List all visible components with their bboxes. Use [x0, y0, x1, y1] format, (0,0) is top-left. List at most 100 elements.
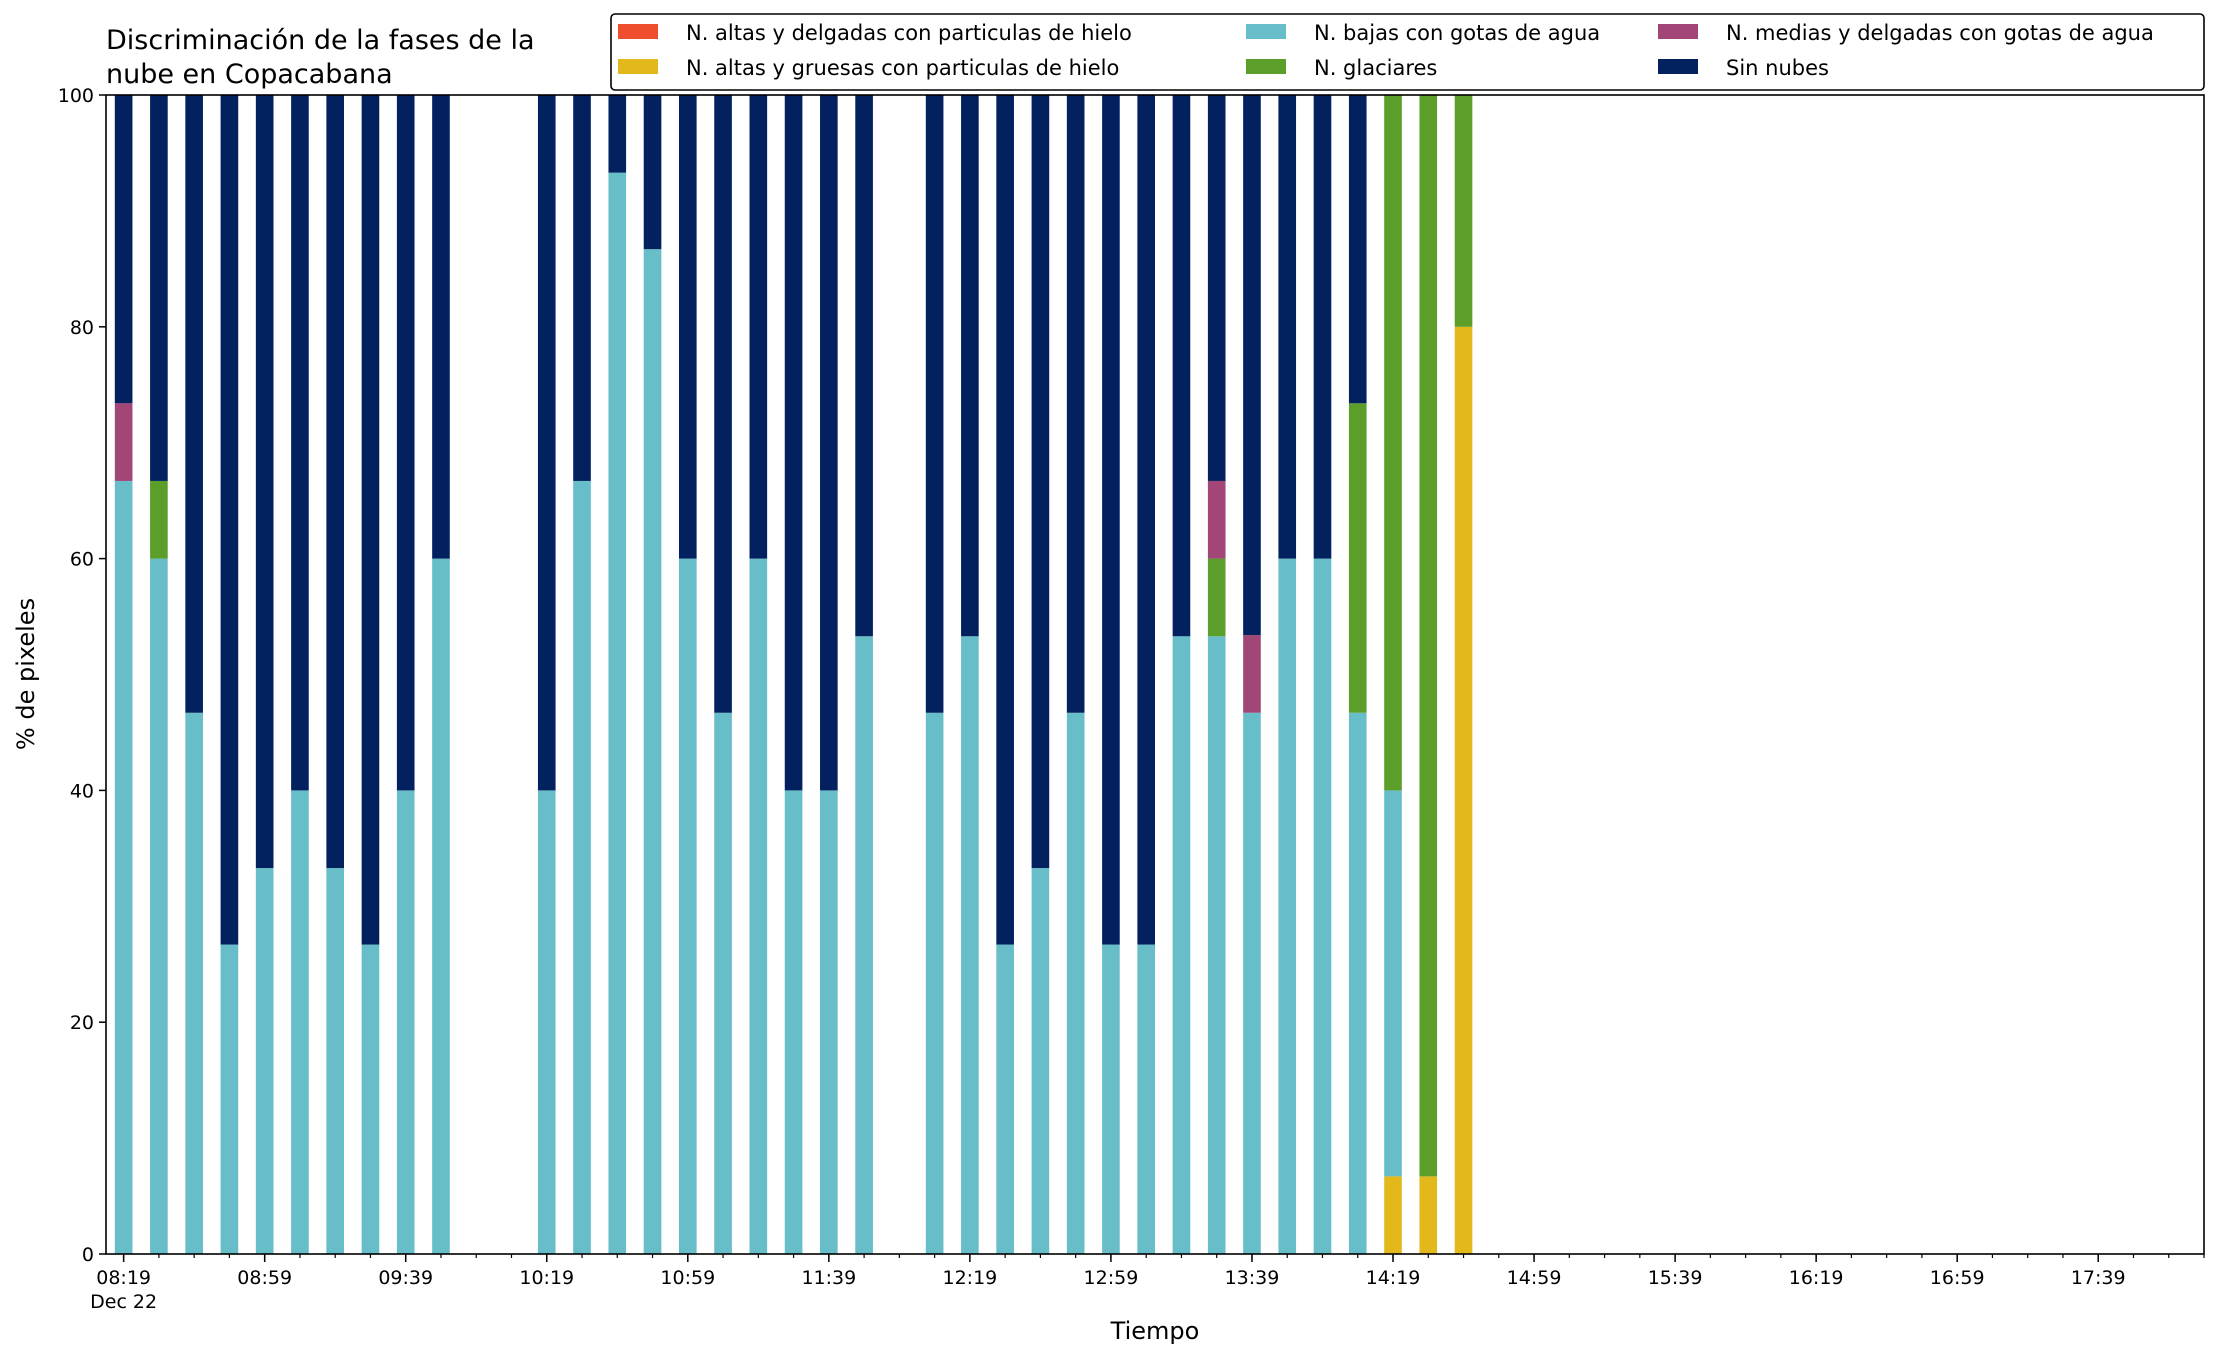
x-tick-label: 12:19: [942, 1267, 997, 1289]
y-tick-label: 40: [70, 780, 94, 802]
bar-0949-s2: [432, 558, 450, 1254]
bar-1309-s5: [1137, 95, 1155, 945]
bar-0849-s2: [220, 944, 239, 1254]
bar-0929-s2: [361, 944, 380, 1254]
legend-swatch-5: [1658, 59, 1698, 74]
plot-frame: [105, 94, 2205, 1255]
legend-swatch-4: [1658, 24, 1698, 39]
bar-1329-s3: [1207, 558, 1226, 637]
bar-1229-s2: [996, 944, 1014, 1254]
x-tick-label: 13:39: [1225, 1267, 1280, 1289]
bar-1419-s2: [1384, 790, 1402, 1177]
bar-1349-s2: [1278, 558, 1297, 1254]
legend-label-2: N. bajas con gotas de agua: [1314, 21, 1600, 45]
bar-1129-s2: [784, 790, 803, 1254]
bar-1049-s5: [643, 95, 662, 250]
legend-label-5: Sin nubes: [1726, 56, 1829, 80]
bar-1439-s1: [1454, 326, 1473, 1254]
bar-0829-s3: [150, 480, 168, 559]
bar-1339-s2: [1243, 712, 1261, 1254]
bar-1249-s5: [1066, 95, 1085, 713]
legend-label-3: N. glaciares: [1314, 56, 1437, 80]
bar-0829-s2: [150, 558, 168, 1254]
bar-1059-s5: [678, 95, 697, 559]
bar-1419-s1: [1384, 1176, 1402, 1254]
y-tick-label: 20: [70, 1012, 94, 1034]
bar-1259-s2: [1102, 944, 1120, 1254]
x-axis: 08:19 08:59 09:39 10:19 10:59 11:39 12:19 12:59…: [90, 1254, 2205, 1313]
bar-1329-s4: [1207, 480, 1226, 559]
x-tick-label: 08:19: [96, 1267, 151, 1289]
bar-0939-s5: [396, 95, 415, 791]
legend-frame: [610, 13, 2205, 91]
x-tick-label: 14:19: [1366, 1267, 1421, 1289]
x-tick-label: 10:19: [519, 1267, 574, 1289]
bar-1409-s5: [1348, 95, 1367, 404]
bar-1359-s2: [1313, 558, 1332, 1254]
bar-1029-s2: [573, 480, 591, 1254]
bar-0909-s5: [291, 95, 309, 791]
bar-1039-s5: [608, 95, 627, 173]
bar-0909-s2: [291, 790, 309, 1254]
bar-0829-s5: [150, 95, 168, 481]
bar-0919-s5: [326, 95, 345, 869]
bar-1329-s5: [1207, 95, 1226, 481]
bar-1319-s5: [1172, 95, 1191, 637]
bar-1409-s3: [1348, 403, 1367, 713]
x-tick-label: 11:39: [801, 1267, 856, 1289]
bars-group: [114, 95, 1473, 1255]
x-tick-label: 08:59: [237, 1267, 292, 1289]
bar-1429-s1: [1419, 1176, 1438, 1254]
legend-label-0: N. altas y delgadas con particulas de hi…: [686, 21, 1132, 45]
y-tick-label: 100: [58, 85, 94, 107]
bar-1259-s5: [1102, 95, 1120, 945]
chart-title-line-1: Discriminación de la fases de la: [106, 25, 535, 56]
bar-0819-s2: [114, 480, 133, 1254]
bar-1359-s5: [1313, 95, 1332, 559]
bar-1409-s2: [1348, 712, 1367, 1254]
x-tick-label: 17:39: [2071, 1267, 2126, 1289]
bar-1349-s5: [1278, 95, 1297, 559]
bar-1149-s2: [855, 636, 873, 1254]
bar-1129-s5: [784, 95, 803, 791]
bar-1239-s5: [1031, 95, 1050, 869]
y-axis: 0 20 40 60 80 100: [58, 85, 106, 1266]
bar-1019-s5: [537, 95, 556, 791]
bar-0819-s4: [114, 403, 133, 481]
bar-1229-s5: [996, 95, 1014, 945]
bar-1319-s2: [1172, 636, 1191, 1254]
bar-0859-s5: [255, 95, 274, 869]
bar-1209-s5: [925, 95, 944, 713]
bar-1139-s5: [820, 95, 838, 791]
y-axis-label: % de pixeles: [12, 598, 40, 750]
bar-1219-s2: [961, 636, 979, 1254]
bar-1239-s2: [1031, 868, 1050, 1254]
bar-1049-s2: [643, 249, 662, 1255]
bar-1429-s3: [1419, 95, 1438, 1177]
legend-swatch-0: [618, 24, 658, 39]
bar-1119-s2: [749, 558, 768, 1254]
x-axis-label: Tiempo: [1110, 1317, 1200, 1345]
y-tick-label: 60: [70, 549, 94, 571]
y-tick-label: 0: [82, 1244, 94, 1266]
legend-swatch-1: [618, 59, 658, 74]
bar-0859-s2: [255, 868, 274, 1254]
bar-0919-s2: [326, 868, 345, 1254]
bar-1309-s2: [1137, 944, 1155, 1254]
legend-label-4: N. medias y delgadas con gotas de agua: [1726, 21, 2154, 45]
bar-1109-s5: [714, 95, 732, 713]
x-tick-label: 10:59: [660, 1267, 715, 1289]
bar-1029-s5: [573, 95, 591, 481]
x-tick-label: 14:59: [1507, 1267, 1562, 1289]
bar-0929-s5: [361, 95, 380, 945]
legend-label-1: N. altas y gruesas con particulas de hie…: [686, 56, 1119, 80]
legend-swatch-3: [1246, 59, 1286, 74]
y-tick-label: 80: [70, 317, 94, 339]
bar-0939-s2: [396, 790, 415, 1254]
x-tick-label: 12:59: [1084, 1267, 1139, 1289]
x-tick-label: 15:39: [1648, 1267, 1703, 1289]
bar-1419-s3: [1384, 95, 1402, 791]
bar-1019-s2: [537, 790, 556, 1254]
bar-1059-s2: [678, 558, 697, 1254]
